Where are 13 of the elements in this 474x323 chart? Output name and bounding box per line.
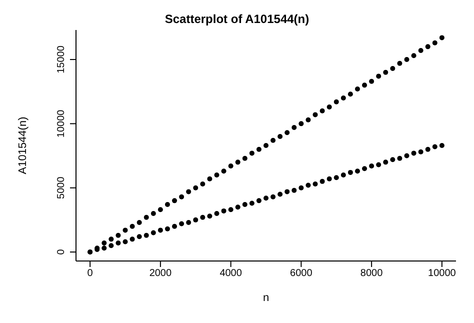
x-tick-label: 6000 — [290, 268, 313, 280]
x-tick-label: 2000 — [149, 268, 172, 280]
chart-title: Scatterplot of A101544(n) — [164, 12, 310, 26]
y-axis-title: A101544(n) — [16, 116, 29, 174]
x-tick-label: 10000 — [428, 268, 456, 280]
x-tick-label: 4000 — [220, 268, 242, 280]
y-tick-label: 5000 — [56, 176, 67, 199]
x-tick-label: 8000 — [360, 268, 384, 280]
y-tick-label: 10000 — [56, 109, 67, 138]
y-tick-label: 0 — [56, 248, 67, 255]
x-axis-title: n — [262, 292, 270, 304]
x-tick-label: 0 — [87, 268, 94, 280]
y-tick-label: 15000 — [56, 45, 67, 74]
